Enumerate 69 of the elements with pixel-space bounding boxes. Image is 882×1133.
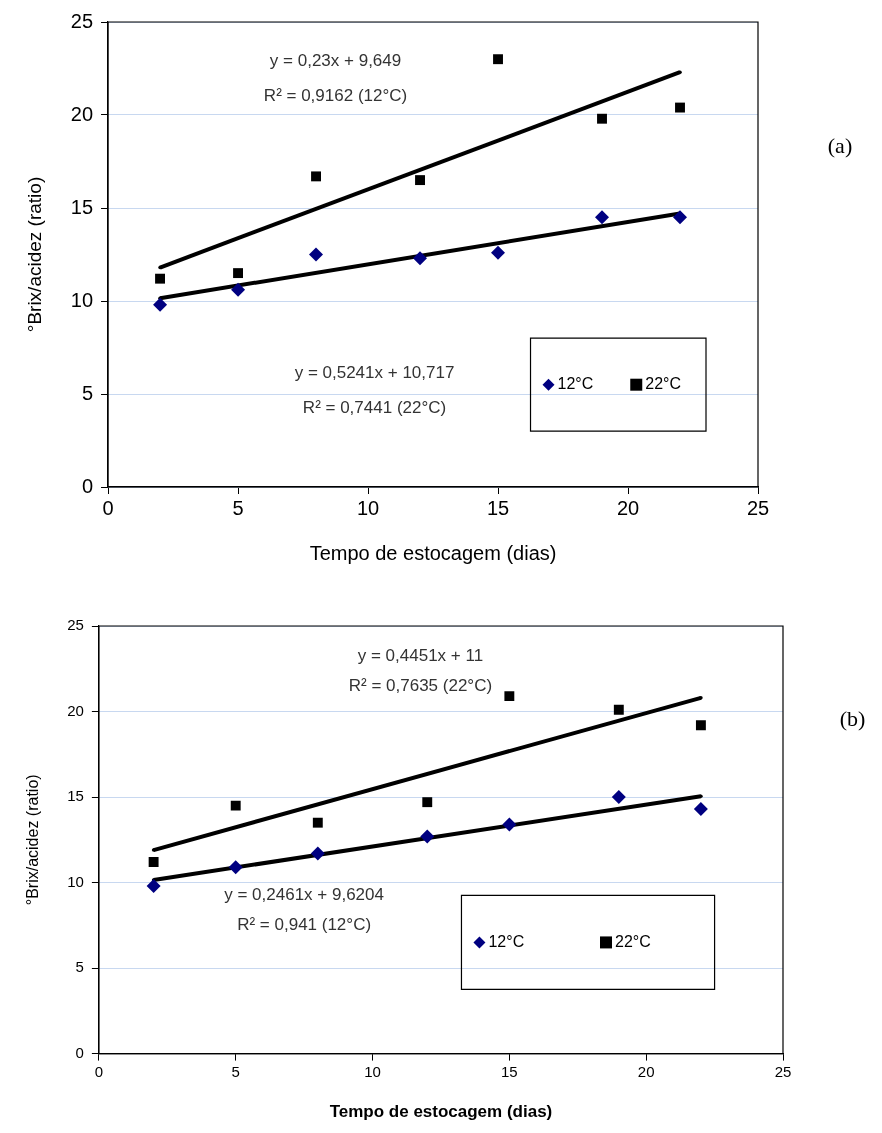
point [613, 704, 624, 715]
point [153, 297, 168, 312]
y-tick-label: 15 [70, 195, 94, 218]
x-tick-label: 25 [746, 496, 770, 519]
point [597, 113, 607, 124]
x-tick-label: 20 [637, 1062, 655, 1080]
point [312, 817, 323, 828]
legend-label: 22°C [615, 932, 651, 950]
x-axis-title: Tempo de estocagem (dias) [309, 541, 557, 564]
legend-label: 22°C [645, 375, 682, 393]
x-tick-label: 5 [232, 496, 244, 519]
y-tick-label: 20 [67, 701, 84, 719]
x-axis-title: Tempo de estocagem (dias) [329, 1102, 553, 1122]
point [309, 247, 324, 262]
y-axis-title: °Brix/acidez (ratio) [23, 176, 45, 333]
x-tick-label: 5 [231, 1062, 240, 1080]
point [422, 797, 433, 808]
point [493, 54, 503, 65]
y-tick-label: 0 [81, 474, 94, 497]
point [415, 175, 425, 186]
x-tick-label: 15 [501, 1062, 518, 1080]
point [310, 846, 325, 861]
point [233, 268, 243, 279]
y-tick-label: 0 [75, 1043, 84, 1061]
point [595, 210, 610, 225]
point [148, 857, 159, 867]
point [228, 860, 243, 875]
y-tick-label: 10 [67, 872, 84, 890]
y-tick-label: 25 [67, 616, 84, 634]
annotation: R² = 0,7441 (22°C) [302, 397, 447, 417]
y-tick-label: 10 [70, 288, 94, 311]
y-tick-label: 5 [75, 958, 84, 976]
x-tick-label: 10 [364, 1062, 381, 1080]
annotation: y = 0,2461x + 9,6204 [224, 885, 384, 905]
point [502, 817, 517, 832]
point [504, 691, 515, 702]
point [673, 210, 688, 225]
y-axis-title: °Brix/acidez (ratio) [24, 774, 42, 906]
point [230, 800, 241, 811]
text: (a) [827, 133, 853, 159]
x-tick-label: 10 [356, 496, 380, 519]
y-tick-label: 15 [67, 787, 84, 805]
annotation: y = 0,4451x + 11 [357, 645, 484, 665]
annotation: y = 0,5241x + 10,717 [294, 362, 455, 382]
annotation: R² = 0,7635 (22°C) [348, 675, 493, 695]
point [491, 245, 506, 260]
legend-label: 12°C [557, 375, 594, 393]
point [675, 102, 685, 113]
point [611, 790, 626, 805]
legend-label: 12°C [488, 932, 525, 950]
text: (b) [839, 705, 866, 731]
point [420, 829, 435, 844]
point [146, 878, 161, 893]
x-tick-label: 20 [616, 496, 640, 519]
point [693, 802, 708, 817]
annotation: R² = 0,941 (12°C) [237, 915, 372, 935]
x-tick-label: 15 [486, 496, 510, 519]
point [231, 282, 246, 297]
x-tick-label: 25 [774, 1062, 792, 1080]
x-tick-label: 0 [102, 496, 114, 519]
annotation: R² = 0,9162 (12°C) [263, 86, 408, 106]
y-tick-label: 20 [70, 102, 94, 125]
point [311, 171, 321, 182]
point [695, 720, 706, 731]
point [155, 273, 165, 284]
point [413, 251, 428, 266]
annotation: y = 0,23x + 9,649 [269, 51, 402, 71]
y-tick-label: 25 [70, 9, 94, 32]
y-tick-label: 5 [81, 381, 94, 404]
